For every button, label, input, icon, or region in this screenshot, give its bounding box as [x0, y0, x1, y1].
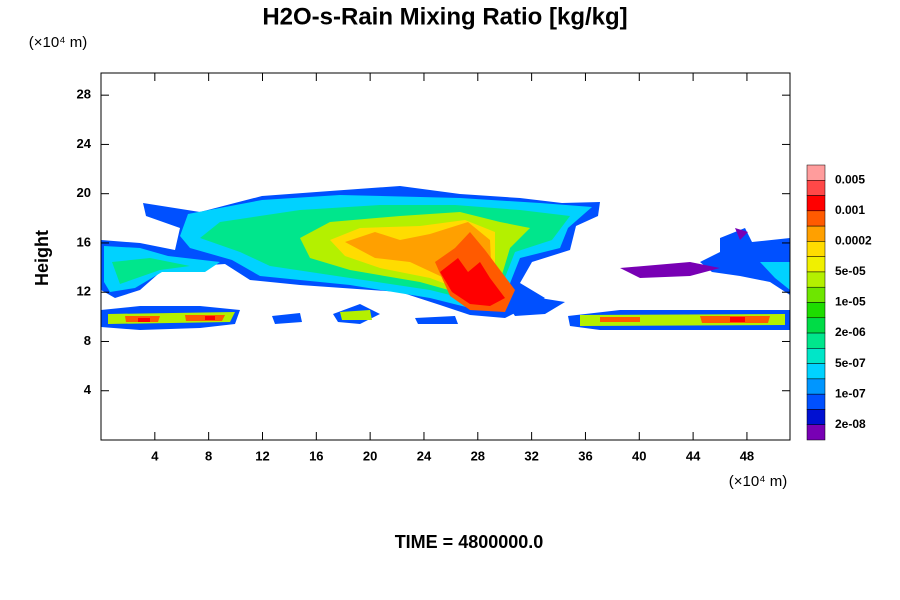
colorbar-label: 5e-07	[835, 356, 866, 370]
chart-title: H2O-s-Rain Mixing Ratio [kg/kg]	[262, 3, 627, 30]
y-tick-label: 16	[77, 234, 91, 249]
y-unit: (×10⁴ m)	[29, 34, 88, 51]
colorbar-band	[806, 271, 826, 288]
x-tick-label: 32	[524, 448, 538, 463]
x-tick-label: 24	[417, 448, 432, 463]
x-unit: (×10⁴ m)	[729, 473, 788, 490]
y-tick-label: 24	[77, 136, 92, 151]
colorbar-band	[806, 256, 826, 273]
colorbar-band	[806, 363, 826, 380]
x-tick-label: 44	[686, 448, 701, 463]
x-tick-label: 20	[363, 448, 377, 463]
colorbar-band	[806, 286, 826, 303]
colorbar-band	[806, 332, 826, 349]
footer-time: TIME = 4800000.0	[395, 532, 544, 552]
y-tick-label: 28	[77, 87, 91, 102]
y-axis-label: Height	[32, 230, 52, 286]
y-tick-label: 4	[84, 382, 92, 397]
colorbar-band	[806, 241, 826, 257]
y-tick-label: 8	[84, 333, 91, 348]
y-tick-label: 20	[77, 185, 91, 200]
colorbar-band	[806, 180, 826, 196]
plot-frame	[100, 72, 791, 441]
x-tick-label: 28	[471, 448, 485, 463]
x-tick-label: 8	[205, 448, 212, 463]
colorbar-band	[806, 210, 826, 227]
colorbar-label: 0.005	[835, 172, 865, 186]
colorbar-label: 2e-08	[835, 417, 866, 431]
colorbar-band	[806, 317, 826, 334]
colorbar-label: 0.0002	[835, 234, 872, 248]
colorbar-label: 2e-06	[835, 325, 866, 339]
colorbar-band	[806, 393, 826, 410]
colorbar-band	[806, 195, 826, 212]
colorbar-label: 0.001	[835, 203, 865, 217]
colorbar-band	[806, 378, 826, 395]
colorbar-band	[806, 348, 826, 364]
colorbar-band	[806, 302, 826, 319]
colorbar-band	[806, 409, 826, 425]
y-tick-label: 12	[77, 284, 91, 299]
x-tick-label: 12	[255, 448, 269, 463]
colorbar-label: 5e-05	[835, 264, 866, 278]
x-tick-label: 4	[151, 448, 159, 463]
colorbar-band	[806, 424, 826, 441]
x-tick-label: 16	[309, 448, 323, 463]
colorbar-band	[806, 164, 826, 181]
colorbar-band	[806, 225, 826, 242]
x-tick-label: 48	[740, 448, 754, 463]
colorbar-label: 1e-07	[835, 386, 866, 400]
colorbar-label: 1e-05	[835, 295, 866, 309]
contour-field	[101, 186, 790, 330]
x-tick-label: 40	[632, 448, 646, 463]
x-tick-label: 36	[578, 448, 592, 463]
